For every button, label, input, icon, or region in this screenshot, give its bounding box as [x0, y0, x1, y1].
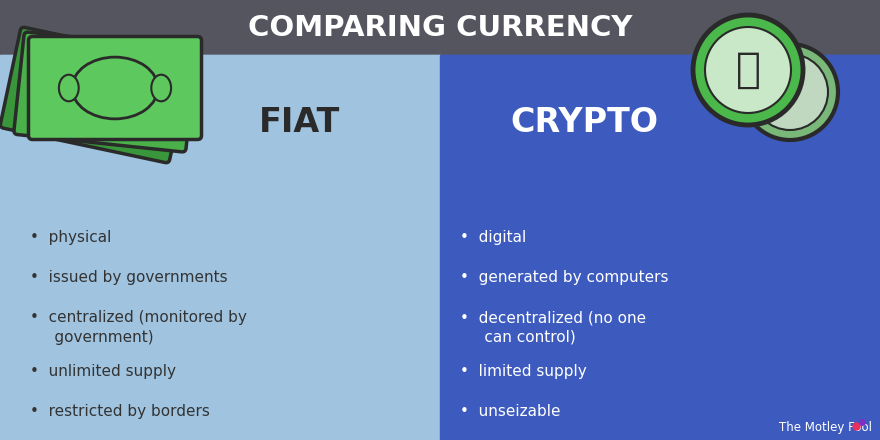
Text: •  decentralized (no one
     can control): • decentralized (no one can control): [460, 310, 646, 345]
Ellipse shape: [53, 63, 137, 126]
Ellipse shape: [130, 92, 150, 118]
Text: •  restricted by borders: • restricted by borders: [30, 404, 209, 419]
Text: •  issued by governments: • issued by governments: [30, 270, 228, 285]
Text: CRYPTO: CRYPTO: [510, 106, 658, 139]
Bar: [0, 0, 880, 55]
Bar: [440, 55, 880, 220]
Text: COMPARING CURRENCY: COMPARING CURRENCY: [248, 14, 632, 41]
Ellipse shape: [141, 84, 161, 110]
Ellipse shape: [40, 72, 60, 99]
Ellipse shape: [62, 61, 148, 123]
Text: •  unlimited supply: • unlimited supply: [30, 364, 176, 379]
Text: FIAT: FIAT: [260, 106, 341, 139]
Circle shape: [705, 27, 791, 113]
Circle shape: [742, 44, 838, 140]
Text: •  limited supply: • limited supply: [460, 364, 587, 379]
Text: •  generated by computers: • generated by computers: [460, 270, 669, 285]
Text: ₿: ₿: [736, 49, 760, 91]
Circle shape: [752, 54, 828, 130]
Circle shape: [693, 15, 803, 125]
Bar: [440, 220, 880, 440]
Bar: [0, 220, 440, 440]
Ellipse shape: [49, 74, 69, 100]
Bar: [440, 55, 880, 440]
Ellipse shape: [59, 75, 78, 101]
FancyBboxPatch shape: [28, 37, 202, 139]
FancyBboxPatch shape: [0, 27, 189, 163]
Text: •  unseizable: • unseizable: [460, 404, 561, 419]
Text: The Motley Fool: The Motley Fool: [779, 421, 872, 434]
FancyBboxPatch shape: [14, 32, 196, 152]
Bar: [0, 55, 440, 440]
Text: •  digital: • digital: [460, 230, 526, 245]
Ellipse shape: [151, 75, 171, 101]
Text: •  centralized (monitored by
     government): • centralized (monitored by government): [30, 310, 247, 345]
Text: •  physical: • physical: [30, 230, 112, 245]
Bar: [0, 55, 440, 220]
Ellipse shape: [72, 57, 158, 119]
